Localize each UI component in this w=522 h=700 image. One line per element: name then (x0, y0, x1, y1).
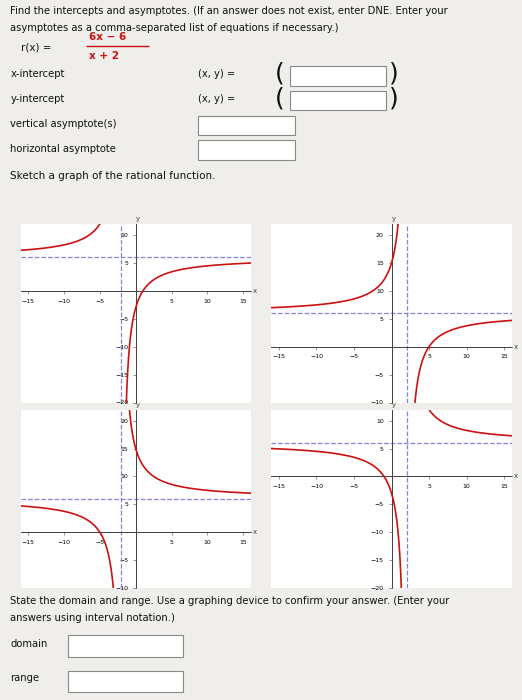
FancyBboxPatch shape (68, 671, 183, 692)
Text: r(x) =: r(x) = (21, 43, 51, 52)
Text: x-intercept: x-intercept (10, 69, 65, 79)
Text: x + 2: x + 2 (89, 51, 118, 61)
FancyBboxPatch shape (68, 635, 183, 657)
Text: State the domain and range. Use a graphing device to confirm your answer. (Enter: State the domain and range. Use a graphi… (10, 596, 450, 605)
Text: domain: domain (10, 638, 48, 649)
Text: horizontal asymptote: horizontal asymptote (10, 144, 116, 154)
Text: y: y (136, 402, 140, 407)
Text: 6x − 6: 6x − 6 (89, 32, 126, 42)
Text: asymptotes as a comma-separated list of equations if necessary.): asymptotes as a comma-separated list of … (10, 22, 339, 33)
FancyBboxPatch shape (198, 141, 295, 160)
Text: ): ) (389, 62, 399, 85)
Text: (x, y) =: (x, y) = (198, 94, 235, 104)
Text: Sketch a graph of the rational function.: Sketch a graph of the rational function. (10, 171, 216, 181)
Text: y: y (136, 216, 140, 222)
FancyBboxPatch shape (290, 91, 386, 111)
Text: Find the intercepts and asymptotes. (If an answer does not exist, enter DNE. Ent: Find the intercepts and asymptotes. (If … (10, 6, 448, 16)
Text: (x, y) =: (x, y) = (198, 69, 235, 79)
Text: x: x (253, 288, 257, 294)
Text: (: ( (275, 86, 284, 110)
Text: answers using interval notation.): answers using interval notation.) (10, 613, 175, 623)
Text: ): ) (389, 86, 399, 110)
Text: y: y (392, 402, 396, 407)
FancyBboxPatch shape (290, 66, 386, 85)
Text: y-intercept: y-intercept (10, 94, 65, 104)
Text: x: x (514, 473, 518, 480)
Text: (: ( (275, 62, 284, 85)
Text: x: x (514, 344, 518, 350)
Text: range: range (10, 673, 40, 683)
Text: vertical asymptote(s): vertical asymptote(s) (10, 119, 117, 129)
Text: x: x (253, 529, 257, 536)
Text: y: y (392, 216, 396, 222)
FancyBboxPatch shape (198, 116, 295, 135)
